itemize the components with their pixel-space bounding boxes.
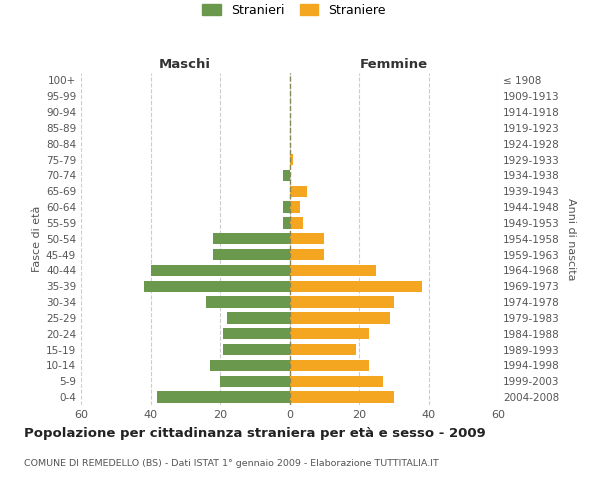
Bar: [290, 233, 324, 244]
Bar: [283, 202, 290, 213]
Bar: [283, 170, 290, 181]
Bar: [223, 328, 290, 340]
Text: COMUNE DI REMEDELLO (BS) - Dati ISTAT 1° gennaio 2009 - Elaborazione TUTTITALIA.: COMUNE DI REMEDELLO (BS) - Dati ISTAT 1°…: [24, 459, 439, 468]
Text: Maschi: Maschi: [159, 58, 211, 71]
Bar: [290, 249, 324, 260]
Bar: [290, 344, 356, 356]
Bar: [206, 296, 290, 308]
Bar: [143, 280, 290, 292]
Bar: [209, 360, 290, 371]
Legend: Stranieri, Straniere: Stranieri, Straniere: [202, 4, 386, 17]
Bar: [290, 217, 304, 228]
Bar: [223, 344, 290, 356]
Bar: [290, 154, 293, 166]
Bar: [290, 296, 394, 308]
Bar: [213, 249, 290, 260]
Bar: [290, 392, 394, 403]
Text: Femmine: Femmine: [359, 58, 428, 71]
Bar: [283, 217, 290, 228]
Bar: [290, 202, 300, 213]
Bar: [220, 376, 290, 387]
Bar: [151, 264, 290, 276]
Bar: [290, 264, 376, 276]
Bar: [290, 312, 390, 324]
Bar: [290, 360, 370, 371]
Y-axis label: Anni di nascita: Anni di nascita: [566, 198, 576, 280]
Text: Popolazione per cittadinanza straniera per età e sesso - 2009: Popolazione per cittadinanza straniera p…: [24, 428, 486, 440]
Y-axis label: Fasce di età: Fasce di età: [32, 206, 42, 272]
Bar: [157, 392, 290, 403]
Bar: [290, 280, 422, 292]
Bar: [213, 233, 290, 244]
Bar: [290, 376, 383, 387]
Bar: [290, 328, 370, 340]
Bar: [290, 186, 307, 197]
Bar: [227, 312, 290, 324]
